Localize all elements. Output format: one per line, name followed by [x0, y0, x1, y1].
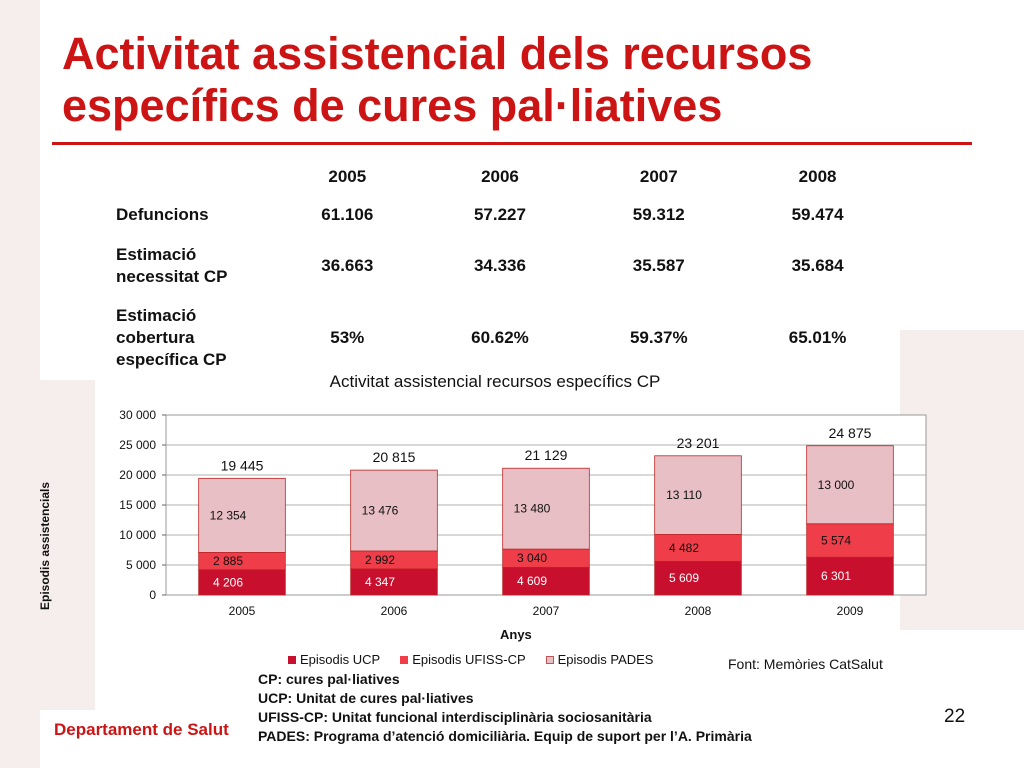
legend-item: Episodis UCP — [288, 652, 380, 667]
total-label: 20 815 — [373, 449, 416, 465]
table-row: Defuncions 61.106 57.227 59.312 59.474 — [102, 196, 897, 234]
legend-item: Episodis PADES — [545, 652, 654, 667]
bar-segment — [198, 477, 286, 553]
watermark-block — [0, 380, 95, 710]
legend-swatch-pades — [545, 655, 554, 664]
bar-segment — [654, 560, 742, 596]
department-name: Departament de Salut — [54, 720, 229, 739]
data-label: 6 301 — [821, 569, 851, 583]
note-line: PADES: Programa d’atenció domiciliària. … — [258, 728, 752, 744]
data-label: 13 110 — [666, 488, 702, 502]
data-label: 5 574 — [821, 533, 851, 547]
data-label: 3 040 — [517, 551, 547, 565]
y-tick-label: 15 000 — [119, 498, 156, 512]
data-label: 4 206 — [213, 575, 243, 589]
year-header: 2006 — [481, 167, 519, 186]
total-label: 23 201 — [677, 435, 720, 451]
data-label: 12 354 — [210, 508, 247, 522]
x-tick-label: 2007 — [533, 604, 560, 618]
slide-title: Activitat assistencial dels recursos esp… — [62, 28, 813, 131]
table-cell: 53% — [330, 328, 365, 347]
x-tick-label: 2006 — [381, 604, 408, 618]
y-tick-label: 25 000 — [119, 438, 156, 452]
statistics-table: 2005 2006 2007 2008 Defuncions 61.106 57… — [102, 158, 897, 378]
data-label: 4 347 — [365, 575, 395, 589]
table-cell: 59.312 — [632, 205, 685, 224]
y-tick-label: 20 000 — [119, 468, 156, 482]
data-label: 2 885 — [213, 554, 243, 568]
data-label: 13 000 — [818, 478, 855, 492]
legend-label: Episodis PADES — [557, 652, 654, 667]
table-cell: 60.62% — [471, 328, 529, 347]
x-tick-label: 2005 — [229, 604, 256, 618]
table-cell: 34.336 — [473, 256, 526, 275]
x-axis-label: Anys — [500, 627, 532, 642]
row-label: Defuncions — [116, 205, 209, 224]
bar-segment — [806, 445, 894, 525]
legend-label: Episodis UFISS-CP — [412, 652, 526, 667]
table-cell: 35.684 — [791, 256, 844, 275]
title-underline — [52, 142, 972, 145]
year-header: 2005 — [328, 167, 367, 186]
data-label: 2 992 — [365, 553, 395, 567]
year-header: 2007 — [639, 167, 678, 186]
total-label: 19 445 — [221, 457, 264, 473]
bar-segment — [502, 467, 590, 550]
y-tick-label: 0 — [149, 588, 156, 602]
total-label: 21 129 — [525, 447, 568, 463]
chart-legend: Episodis UCP Episodis UFISS-CP Episodis … — [288, 652, 653, 667]
table-cell: 57.227 — [473, 205, 526, 224]
legend-item: Episodis UFISS-CP — [400, 652, 526, 667]
row-label: Estimació cobertura específica CP — [116, 306, 227, 369]
table-cell: 35.587 — [632, 256, 685, 275]
legend-label: Episodis UCP — [300, 652, 381, 667]
table-cell: 36.663 — [321, 256, 374, 275]
data-label: 4 482 — [669, 541, 699, 555]
y-axis-label: Episodis assistencials — [38, 481, 52, 610]
y-tick-label: 10 000 — [119, 528, 156, 542]
bar-segment — [654, 534, 742, 562]
legend-swatch-ucp — [288, 655, 296, 664]
data-label: 4 609 — [517, 574, 547, 588]
data-label: 5 609 — [669, 571, 699, 585]
table-row: Estimació cobertura específica CP 53% 60… — [102, 298, 897, 378]
source-note: Font: Memòries CatSalut — [728, 656, 883, 672]
note-line: UFISS-CP: Unitat funcional interdiscipli… — [258, 709, 652, 725]
chart-title: Activitat assistencial recursos específi… — [329, 372, 661, 391]
bar-segment — [806, 556, 894, 596]
bar-segment — [502, 566, 590, 596]
table-cell: 59.37% — [629, 328, 688, 347]
note-line: UCP: Unitat de cures pal·liatives — [258, 690, 474, 706]
table-row: Estimació necessitat CP 36.663 34.336 35… — [102, 234, 897, 298]
bar-segment — [350, 568, 438, 596]
row-label: Estimació necessitat CP — [116, 245, 228, 286]
table-cell: 59.474 — [791, 205, 844, 224]
table-cell: 61.106 — [321, 205, 374, 224]
data-label: 13 480 — [514, 502, 551, 516]
page-number: 22 — [944, 706, 966, 727]
legend-swatch-ufiss — [400, 655, 409, 664]
table-cell: 65.01% — [788, 328, 847, 347]
table-header-row: 2005 2006 2007 2008 — [102, 158, 897, 196]
bar-segment — [198, 569, 286, 596]
note-line: CP: cures pal·liatives — [258, 671, 400, 687]
y-tick-label: 30 000 — [119, 408, 156, 422]
y-tick-label: 5 000 — [126, 558, 156, 572]
total-label: 24 875 — [829, 425, 872, 441]
x-tick-label: 2008 — [685, 604, 712, 618]
x-tick-label: 2009 — [837, 604, 864, 618]
data-label: 13 476 — [362, 504, 399, 518]
abbreviation-notes: CP: cures pal·liatives UCP: Unitat de cu… — [258, 670, 752, 746]
bar-segment — [654, 455, 742, 535]
year-header: 2008 — [798, 167, 837, 186]
bar-segment — [350, 469, 438, 552]
